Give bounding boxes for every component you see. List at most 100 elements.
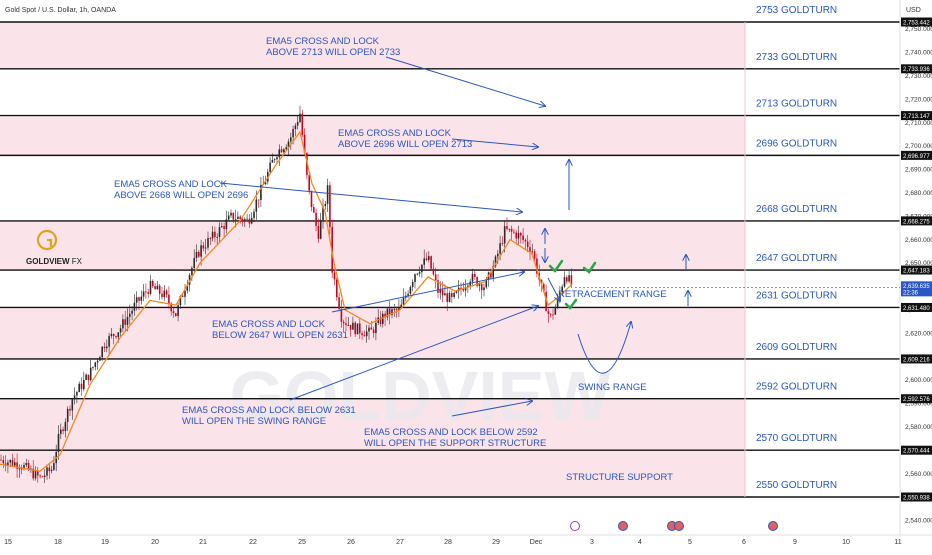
candle-body: [474, 273, 476, 277]
candle-body: [570, 275, 573, 286]
time-tick: 19: [101, 539, 109, 546]
candle-body: [94, 362, 97, 367]
candle-body: [437, 280, 439, 293]
candle-body: [549, 313, 552, 315]
candle-body: [260, 184, 262, 200]
candle-body: [83, 379, 85, 390]
time-tick: 15: [4, 539, 12, 546]
candle-body: [87, 374, 90, 381]
candle-body: [563, 277, 566, 287]
us-flag-icon[interactable]: [618, 521, 628, 531]
candle-body: [96, 360, 99, 363]
candle-body: [471, 273, 474, 282]
candle-body: [313, 207, 315, 213]
candle-body: [158, 285, 161, 294]
candle-body: [545, 291, 547, 312]
candle-body: [147, 292, 149, 294]
candle-body: [32, 468, 34, 479]
event-markers: [570, 521, 778, 531]
level-price-tag-text: 2,592.576: [903, 397, 930, 403]
candle-body: [99, 357, 101, 361]
arrow-2713: [451, 138, 538, 147]
candle-body: [497, 253, 499, 257]
candle-body: [492, 266, 494, 278]
level-price-tag-text: 2,647.183: [903, 268, 930, 274]
time-tick: 5: [688, 539, 692, 546]
candle-body: [241, 219, 244, 222]
candle-body: [9, 460, 11, 463]
band-2733-2753: [0, 22, 745, 69]
candle-body: [46, 467, 48, 476]
candle-body: [315, 212, 317, 227]
us-flag-icon[interactable]: [768, 521, 778, 531]
candle-body: [386, 308, 389, 318]
candle-body: [510, 228, 513, 232]
candle-body: [416, 273, 419, 275]
candle-body: [370, 327, 373, 330]
candle-body: [250, 218, 253, 224]
candle-body: [448, 293, 451, 302]
candle-body: [303, 134, 306, 154]
candle-body: [18, 468, 21, 470]
candle-body: [382, 313, 384, 324]
candle-body: [202, 245, 205, 249]
us-flag-icon[interactable]: [674, 521, 684, 531]
candle-body: [324, 203, 327, 207]
candle-body: [237, 216, 239, 220]
candle-body: [494, 256, 497, 267]
candle-body: [434, 274, 437, 281]
currency-label: USD: [906, 7, 921, 14]
candle-body: [37, 470, 39, 476]
candle-body: [221, 226, 223, 228]
price-tick: 2,730.000: [905, 73, 932, 80]
candle-body: [301, 113, 304, 135]
level-price-tag: [901, 150, 932, 160]
candle-body: [255, 199, 258, 212]
candle-body: [198, 251, 200, 257]
current-price-box: [901, 281, 932, 297]
candle-body: [425, 258, 428, 260]
candle-body: [73, 395, 76, 399]
annotation-2713: EMA5 CROSS AND LOCK ABOVE 2696 WILL OPEN…: [338, 128, 472, 150]
candle-body: [211, 231, 214, 239]
candle-body: [423, 258, 425, 265]
candle-body: [407, 293, 409, 296]
candle-body: [464, 287, 467, 291]
level-label: 2550 GOLDTURN: [756, 480, 837, 491]
annotation-support: EMA5 CROSS AND LOCK BELOW 2592 WILL OPEN…: [364, 427, 546, 449]
price-tick: 2,710.000: [905, 120, 932, 127]
arrow-2733: [385, 56, 545, 106]
candle-body: [227, 215, 230, 220]
candle-body: [110, 334, 113, 336]
candle-body: [232, 212, 235, 220]
candle-body: [319, 219, 322, 239]
candle-body: [460, 287, 462, 290]
candle-body: [225, 219, 228, 230]
candle-body: [508, 228, 511, 230]
candle-body: [117, 332, 120, 338]
candle-body: [294, 125, 297, 130]
candle-body: [112, 334, 115, 337]
candle-body: [379, 317, 382, 324]
arrow-2631: [331, 272, 524, 313]
candle-body: [409, 286, 412, 294]
candle-body: [101, 346, 103, 358]
candle-body: [165, 290, 168, 295]
candle-body: [428, 256, 430, 260]
candle-body: [522, 235, 524, 240]
candle-body: [444, 293, 446, 296]
candle-body: [561, 286, 563, 293]
candle-body: [257, 199, 260, 201]
ema5-line: [0, 130, 573, 472]
time-tick: 20: [151, 539, 159, 546]
candle-body: [566, 277, 568, 282]
candle-body: [418, 272, 421, 274]
candle-body: [177, 305, 179, 317]
retracement-range-label: RETRACEMENT RANGE: [558, 289, 667, 300]
candle-body: [106, 346, 108, 349]
candle-body: [50, 469, 53, 472]
candle-body: [34, 470, 37, 479]
event-icon[interactable]: [570, 521, 580, 531]
